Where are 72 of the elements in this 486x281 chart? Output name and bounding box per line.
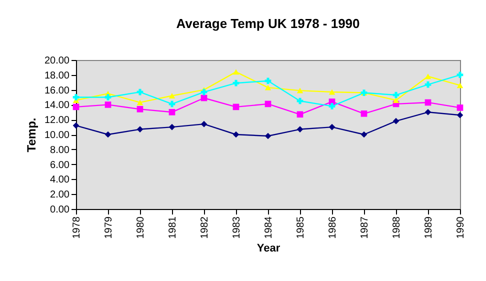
- x-tick-label: 1982: [200, 216, 210, 239]
- point: [456, 82, 464, 88]
- point: [136, 126, 144, 132]
- y-tick-label: 14.00: [44, 100, 70, 112]
- point: [296, 126, 304, 132]
- y-tick-label: 4.00: [50, 174, 70, 186]
- y-tick-label: 18.00: [44, 70, 70, 82]
- x-tick-label: 1983: [232, 216, 242, 239]
- point: [360, 131, 368, 138]
- point: [392, 97, 400, 103]
- point: [392, 92, 400, 98]
- x-tick-label: 1979: [104, 216, 114, 239]
- point: [72, 104, 80, 110]
- point: [232, 104, 240, 110]
- point: [136, 100, 144, 106]
- y-tick-label: 0.00: [50, 204, 70, 216]
- point: [424, 81, 432, 88]
- point: [360, 110, 368, 117]
- point: [328, 103, 336, 110]
- x-tick-label: 1988: [392, 216, 402, 239]
- y-tick-label: 8.00: [50, 144, 70, 156]
- point: [200, 120, 208, 128]
- point: [424, 108, 432, 116]
- x-tick-label: 1986: [328, 216, 338, 239]
- point: [264, 84, 272, 90]
- point: [232, 69, 240, 75]
- point: [296, 88, 304, 94]
- y-tick-label: 12.00: [44, 115, 70, 126]
- point: [168, 108, 176, 116]
- point: [200, 94, 208, 102]
- y-tick-label: 2.00: [50, 190, 70, 201]
- point: [136, 106, 144, 112]
- x-tick-label: 1989: [424, 216, 434, 239]
- point: [264, 78, 272, 84]
- y-tick-label: 10.00: [44, 130, 70, 141]
- point: [232, 80, 240, 86]
- point: [104, 94, 112, 100]
- point: [136, 88, 144, 96]
- point: [168, 100, 176, 108]
- point: [104, 102, 112, 108]
- x-tick-label: 1984: [264, 216, 274, 239]
- point: [328, 89, 336, 95]
- point: [72, 94, 80, 100]
- x-axis-title: Year: [256, 242, 281, 255]
- point: [232, 131, 240, 138]
- point: [296, 111, 304, 118]
- point: [296, 98, 304, 104]
- point: [424, 99, 432, 106]
- point: [392, 118, 400, 124]
- point: [104, 131, 112, 138]
- y-tick-label: 16.00: [44, 85, 70, 96]
- point: [456, 72, 464, 78]
- point: [456, 112, 464, 118]
- point: [168, 93, 176, 98]
- point: [168, 124, 176, 130]
- point: [424, 74, 432, 80]
- x-tick-label: 1980: [136, 216, 146, 239]
- point: [72, 122, 80, 129]
- point: [328, 124, 336, 130]
- x-tick-label: 1981: [168, 216, 178, 239]
- x-tick-label: 1990: [456, 216, 466, 239]
- x-tick-label: 1987: [360, 216, 370, 239]
- point: [264, 132, 272, 140]
- y-axis-title: Temp.: [24, 118, 38, 152]
- chart-title: Average Temp UK 1978 - 1990: [176, 16, 360, 31]
- y-tick-label: 6.00: [50, 160, 70, 171]
- x-tick-label: 1985: [296, 216, 306, 239]
- y-tick-label: 20.00: [44, 56, 70, 66]
- x-tick-label: 1978: [72, 216, 82, 239]
- point: [200, 88, 208, 96]
- point: [456, 104, 464, 111]
- point: [264, 100, 272, 108]
